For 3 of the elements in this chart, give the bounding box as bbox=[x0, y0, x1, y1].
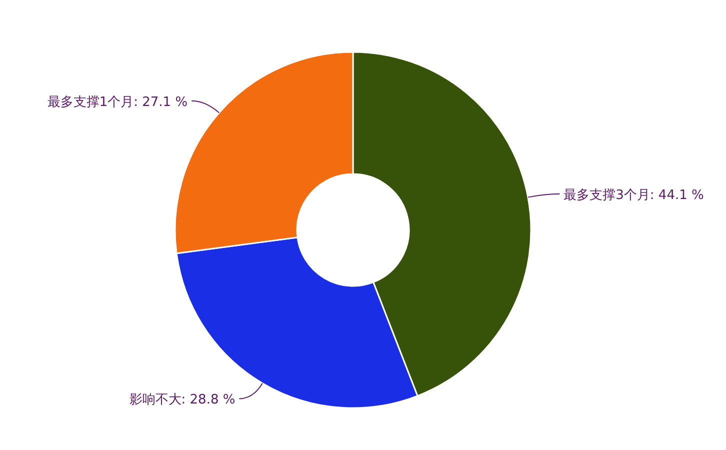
slice-label: 影响不大: 28.8 % bbox=[129, 392, 236, 408]
slice-label: 最多支撑1个月: 27.1 % bbox=[47, 94, 188, 110]
slice-label: 最多支撑3个月: 44.1 % bbox=[564, 188, 704, 203]
